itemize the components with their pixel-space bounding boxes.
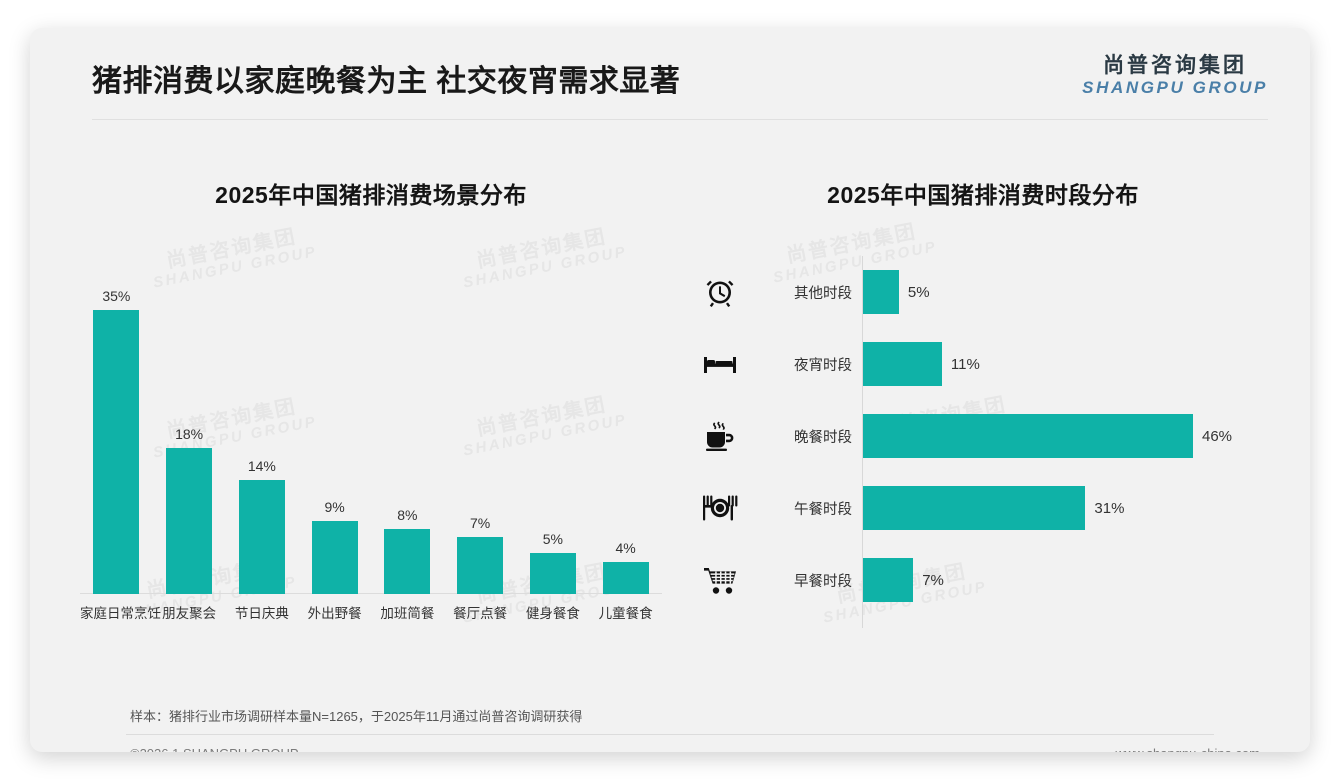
bar-chart-row: 午餐时段 31% — [690, 472, 1276, 544]
column-chart-item: 5% — [517, 254, 590, 594]
column-value-label: 5% — [542, 531, 563, 548]
column-category-label: 加班简餐 — [380, 606, 435, 621]
horizontal-bar[interactable] — [863, 486, 1086, 530]
column-chart-baseline — [80, 593, 662, 594]
column-chart-item: 35% — [80, 254, 153, 594]
column-value-label: 4% — [615, 539, 636, 556]
column-bar[interactable] — [602, 561, 649, 594]
column-chart-panel: 2025年中国猪排消费场景分布 35% 18% 14% 9% 8% 7% 5% 4% 家庭日常… — [66, 176, 676, 636]
column-chart-plot: 35% 18% 14% 9% 8% 7% 5% 4% — [80, 254, 662, 594]
bar-chart-row: 晚餐时段 46% — [690, 400, 1276, 472]
column-bar[interactable] — [457, 537, 504, 594]
column-chart-item: 18% — [153, 254, 226, 594]
bar-category-label: 夜宵时段 — [794, 358, 852, 374]
bar-category-label: 午餐时段 — [794, 502, 852, 518]
alarm-clock-icon — [702, 275, 738, 309]
shopping-cart-icon — [702, 563, 738, 597]
column-bar[interactable] — [529, 553, 576, 594]
column-value-label: 9% — [324, 498, 345, 515]
column-category-label: 家庭日常烹饪 — [80, 606, 161, 621]
page-title: 猪排消费以家庭晚餐为主 社交夜宵需求显著 — [92, 65, 681, 98]
bar-track: 11% — [863, 342, 980, 386]
column-chart-item: 7% — [444, 254, 517, 594]
bar-chart-row: 早餐时段 7% — [690, 544, 1276, 616]
column-bar[interactable] — [93, 310, 140, 594]
horizontal-bar[interactable] — [863, 342, 942, 386]
column-chart-item: 14% — [226, 254, 299, 594]
column-chart-item: 9% — [298, 254, 371, 594]
column-category-label: 节日庆典 — [234, 606, 289, 621]
column-value-label: 7% — [470, 515, 491, 532]
bar-chart-panel: 2025年中国猪排消费时段分布 其他时段 5% 夜宵时段 11% 晚餐时段 46% 午餐时段… — [690, 176, 1276, 646]
column-bar[interactable] — [166, 447, 213, 594]
bar-category-label: 早餐时段 — [794, 574, 852, 590]
column-chart: 35% 18% 14% 9% 8% 7% 5% 4% 家庭日常烹饪 朋友聚会 节日庆典 外出野餐 加班… — [80, 254, 662, 626]
bar-chart-rows: 其他时段 5% 夜宵时段 11% 晚餐时段 46% 午餐时段 31% 早餐时段 7% — [690, 256, 1276, 628]
bar-value-label: 5% — [907, 283, 930, 301]
website-link[interactable]: www.shangpu-china.com — [1115, 746, 1260, 752]
bar-chart-row: 夜宵时段 11% — [690, 328, 1276, 400]
footer-divider — [126, 734, 1214, 735]
bed-icon — [702, 347, 738, 381]
plate-cutlery-icon — [702, 491, 738, 525]
bar-category-label: 其他时段 — [794, 286, 852, 302]
bar-value-label: 7% — [922, 571, 944, 589]
horizontal-bar[interactable] — [863, 558, 914, 602]
sample-note: 样本：猪排行业市场调研样本量N=1265，于2025年11月通过尚普咨询调研获得 — [130, 709, 583, 724]
logo-cn-text: 尚普咨询集团 — [1103, 54, 1248, 77]
bar-chart-row: 其他时段 5% — [690, 256, 1276, 328]
column-chart-title: 2025年中国猪排消费场景分布 — [215, 182, 527, 208]
header-divider — [92, 119, 1268, 120]
column-category-label: 餐厅点餐 — [453, 606, 508, 621]
bar-track: 31% — [863, 486, 1124, 530]
bar-value-label: 31% — [1094, 499, 1125, 517]
column-bar[interactable] — [384, 529, 431, 594]
bar-chart-axis — [862, 256, 863, 628]
column-chart-item: 8% — [371, 254, 444, 594]
column-bar[interactable] — [238, 480, 285, 594]
brand-logo: 尚普咨询集团 SHANGPU GROUP — [1082, 54, 1268, 99]
bar-category-label: 晚餐时段 — [794, 430, 852, 446]
column-value-label: 8% — [397, 507, 418, 524]
bar-track: 5% — [863, 270, 930, 314]
column-bar[interactable] — [311, 520, 358, 594]
column-category-label: 健身餐食 — [525, 606, 580, 621]
slide-card: 尚普咨询集团 SHANGPU GROUP 尚普咨询集团 SHANGPU GROU… — [30, 28, 1310, 752]
horizontal-bar[interactable] — [863, 270, 899, 314]
column-chart-item: 4% — [589, 254, 662, 594]
copyright-text: ©2026.1 SHANGPU GROUP — [130, 746, 299, 752]
column-category-label: 儿童餐食 — [598, 606, 653, 621]
column-value-label: 35% — [102, 288, 131, 304]
column-category-label: 外出野餐 — [307, 606, 362, 621]
slide-header: 猪排消费以家庭晚餐为主 社交夜宵需求显著 尚普咨询集团 SHANGPU GROU… — [30, 28, 1310, 120]
column-category-label: 朋友聚会 — [162, 606, 217, 621]
bar-chart-title: 2025年中国猪排消费时段分布 — [827, 182, 1139, 208]
column-value-label: 14% — [247, 458, 276, 475]
hot-beverage-icon — [702, 419, 738, 453]
bar-track: 7% — [863, 558, 944, 602]
logo-en-text: SHANGPU GROUP — [1082, 78, 1268, 98]
bar-value-label: 46% — [1202, 427, 1233, 445]
bar-track: 46% — [863, 414, 1232, 458]
horizontal-bar[interactable] — [863, 414, 1193, 458]
bar-value-label: 11% — [950, 355, 980, 373]
column-value-label: 18% — [175, 425, 204, 442]
